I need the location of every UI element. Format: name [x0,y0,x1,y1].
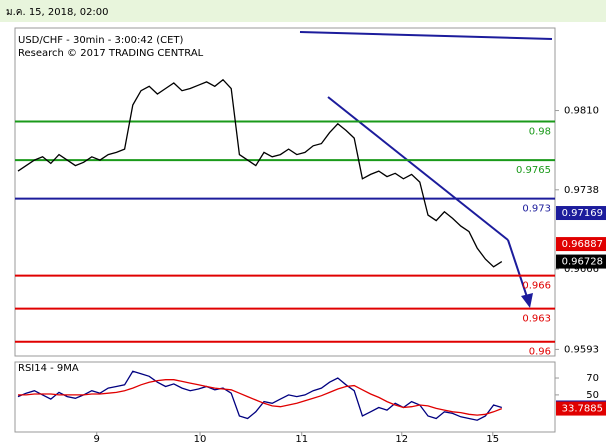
y-tick-label: 0.9666 [564,264,599,275]
arrow-head [521,293,533,308]
trend-line [327,96,509,241]
series-line [17,78,503,268]
series-line [17,370,502,421]
price-marker [556,401,606,416]
y-tick-label: 50 [586,390,599,401]
y-tick-label: 0.9810 [564,106,599,117]
header-date: ม.ค. 15, 2018, 02:00 [6,7,109,18]
header-bar [0,0,606,22]
price-marker [556,254,606,269]
level-label: 0.966 [522,281,551,292]
y-tick-label: 70 [586,373,599,384]
level-label: 0.973 [522,204,551,215]
y-tick-label: 0.9593 [564,344,599,355]
price-marker-label: 33.7885 [562,404,603,415]
level-label: 0.96 [529,347,551,358]
price-marker-label: 0.97169 [562,208,603,219]
x-tick-label: 9 [94,434,100,442]
rsi-panel [14,361,556,433]
series-line [18,379,503,416]
forecast-arrow [507,239,529,301]
x-tick-label: 12 [395,434,408,442]
level-label: 0.98 [529,127,551,138]
price-panel [14,27,556,357]
rsi-title: RSI14 - 9MA [18,363,79,374]
price-marker [556,206,606,221]
x-tick-label: 15 [486,434,499,442]
chart-subtitle: Research © 2017 TRADING CENTRAL [18,48,204,59]
chart-title: USD/CHF - 30min - 3:00:42 (CET) [18,35,184,46]
x-tick-label: 11 [295,434,308,442]
level-label: 0.963 [522,314,551,325]
price-marker [556,237,606,252]
level-label: 0.9765 [516,165,551,176]
trend-line [299,31,553,40]
x-tick-label: 10 [194,434,207,442]
y-tick-label: 0.9738 [564,185,599,196]
price-marker-label: 0.96887 [562,239,603,250]
price-marker-label: 0.96728 [562,257,603,268]
